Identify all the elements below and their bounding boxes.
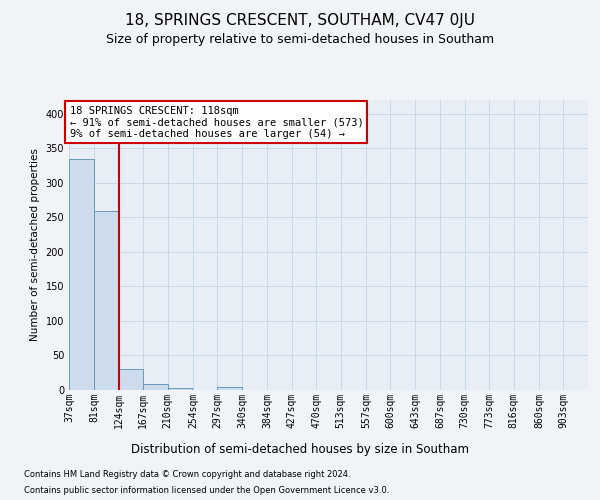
- Text: 18 SPRINGS CRESCENT: 118sqm
← 91% of semi-detached houses are smaller (573)
9% o: 18 SPRINGS CRESCENT: 118sqm ← 91% of sem…: [70, 106, 364, 138]
- Bar: [119, 370, 143, 390]
- Text: Contains HM Land Registry data © Crown copyright and database right 2024.: Contains HM Land Registry data © Crown c…: [24, 470, 350, 479]
- Bar: [94, 211, 119, 390]
- Bar: [168, 388, 193, 390]
- Bar: [69, 158, 94, 390]
- Bar: [217, 387, 242, 390]
- Text: Distribution of semi-detached houses by size in Southam: Distribution of semi-detached houses by …: [131, 442, 469, 456]
- Bar: [143, 384, 168, 390]
- Text: Contains public sector information licensed under the Open Government Licence v3: Contains public sector information licen…: [24, 486, 389, 495]
- Y-axis label: Number of semi-detached properties: Number of semi-detached properties: [30, 148, 40, 342]
- Text: Size of property relative to semi-detached houses in Southam: Size of property relative to semi-detach…: [106, 32, 494, 46]
- Text: 18, SPRINGS CRESCENT, SOUTHAM, CV47 0JU: 18, SPRINGS CRESCENT, SOUTHAM, CV47 0JU: [125, 12, 475, 28]
